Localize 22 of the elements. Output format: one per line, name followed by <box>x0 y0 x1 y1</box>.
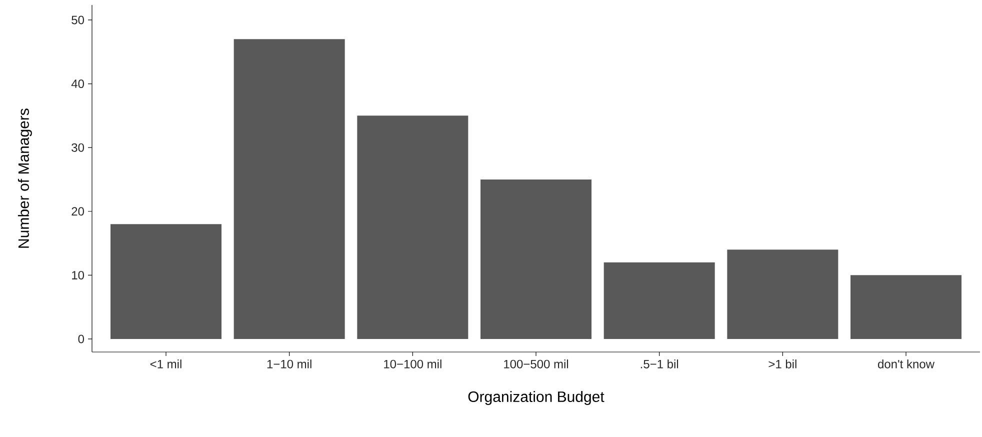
y-tick-label: 20 <box>72 207 84 216</box>
y-tick-label: 0 <box>78 334 84 344</box>
bar <box>234 39 345 339</box>
bar <box>480 179 592 339</box>
bar <box>850 275 962 339</box>
y-axis-title: Number of Managers <box>18 108 32 248</box>
x-tick-label: 1−10 mil <box>267 360 312 368</box>
x-tick-label: >1 bil <box>768 360 796 368</box>
x-tick-label: don't know <box>878 360 935 368</box>
y-tick-label: 10 <box>72 270 84 280</box>
x-tick-label: .5−1 bil <box>640 360 678 368</box>
bar <box>727 250 838 339</box>
y-tick-label: 40 <box>71 80 84 88</box>
x-tick-label: <1 mil <box>150 360 182 368</box>
y-tick-label: 30 <box>72 143 84 152</box>
x-tick-label: 100−500 mil <box>504 360 568 368</box>
x-tick-label: 10−100 mil <box>384 360 442 368</box>
bar <box>604 262 715 339</box>
bar <box>357 116 468 339</box>
x-axis-title: Organization Budget <box>468 391 604 405</box>
y-tick-label: 50 <box>72 16 84 24</box>
bar <box>110 224 222 339</box>
